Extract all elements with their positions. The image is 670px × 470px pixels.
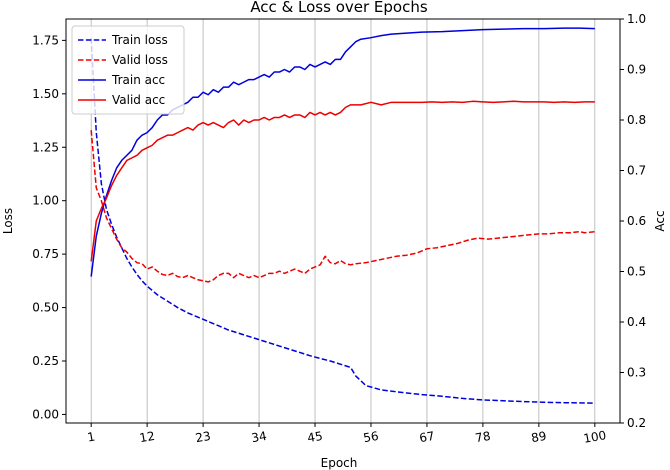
x-axis-label: Epoch xyxy=(321,456,358,470)
x-tick-label: 100 xyxy=(582,428,607,446)
y-left-tick-label: 0.50 xyxy=(32,301,59,315)
y-right-tick-label: 0.3 xyxy=(627,366,646,380)
x-tick-label: 34 xyxy=(250,429,267,445)
x-tick-label: 56 xyxy=(362,429,379,445)
x-tick-label: 23 xyxy=(194,429,211,445)
y-left-tick-label: 1.25 xyxy=(32,140,59,154)
x-tick-label: 12 xyxy=(138,429,155,445)
y-left-tick-label: 1.50 xyxy=(32,87,59,101)
train-loss-line xyxy=(90,38,595,404)
x-tick-label: 89 xyxy=(530,429,547,445)
y-axis-left-label: Loss xyxy=(1,208,15,234)
y-left-tick-label: 0.75 xyxy=(32,247,59,261)
x-tick-label: 45 xyxy=(306,429,323,445)
y-axis-left: 0.00 0.25 0.50 0.75 1.00 1.25 1.50 1.75 xyxy=(32,33,66,421)
y-right-tick-label: 0.6 xyxy=(627,214,646,228)
valid-loss-line xyxy=(90,130,595,283)
legend-label-train-acc: Train acc xyxy=(111,73,165,87)
y-left-tick-label: 0.00 xyxy=(32,407,59,421)
y-right-tick-label: 0.9 xyxy=(627,63,646,77)
x-tick-label: 67 xyxy=(418,429,435,445)
y-right-tick-label: 0.4 xyxy=(627,315,646,329)
y-right-tick-label: 0.5 xyxy=(627,265,646,279)
legend: Train loss Valid loss Train acc Valid acc xyxy=(71,25,185,115)
y-right-tick-label: 0.2 xyxy=(627,416,646,430)
legend-box xyxy=(71,25,185,115)
y-right-tick-label: 0.8 xyxy=(627,113,646,127)
series-lines xyxy=(90,27,595,404)
x-axis: 1 12 23 34 45 56 67 78 89 100 xyxy=(86,423,607,446)
legend-label-valid-loss: Valid loss xyxy=(112,53,168,67)
valid-acc-line xyxy=(90,100,595,262)
y-right-tick-label: 0.7 xyxy=(627,164,646,178)
y-left-tick-label: 1.00 xyxy=(32,194,59,208)
y-left-tick-label: 1.75 xyxy=(32,33,59,47)
y-left-tick-label: 0.25 xyxy=(32,354,59,368)
x-tick-label: 78 xyxy=(474,429,491,445)
x-tick-label: 1 xyxy=(86,429,96,444)
train-acc-line xyxy=(90,27,595,277)
y-axis-right-label: Acc xyxy=(653,210,667,231)
y-right-tick-label: 1.0 xyxy=(627,12,646,26)
chart-title: Acc & Loss over Epochs xyxy=(250,0,428,16)
legend-label-train-loss: Train loss xyxy=(111,33,168,47)
legend-label-valid-acc: Valid acc xyxy=(112,93,165,107)
y-axis-right: 0.2 0.3 0.4 0.5 0.6 0.7 0.8 0.9 1.0 xyxy=(620,12,646,430)
